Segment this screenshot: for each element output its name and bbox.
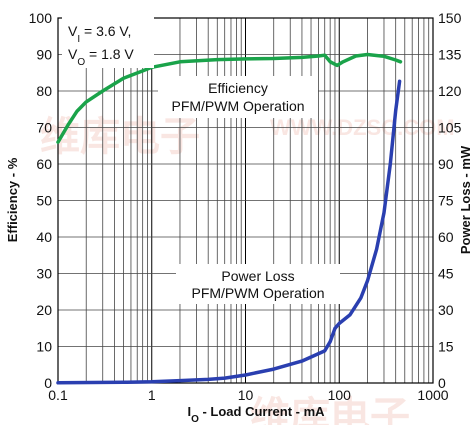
right-y-tick-label: 150 xyxy=(438,10,462,26)
right-y-tick-label: 105 xyxy=(438,120,462,136)
left-y-tick-label: 0 xyxy=(44,375,52,391)
power-loss-label-bg xyxy=(176,264,340,304)
left-y-tick-label: 70 xyxy=(36,120,52,136)
right-y-tick-label: 135 xyxy=(438,47,462,63)
right-y-tick-label: 120 xyxy=(438,83,462,99)
right-y-tick-label: 15 xyxy=(438,339,454,355)
left-y-tick-label: 50 xyxy=(36,193,52,209)
power-loss-label-line1: Power Loss xyxy=(221,268,294,284)
left-y-tick-label: 10 xyxy=(36,339,52,355)
right-y-tick-label: 90 xyxy=(438,156,454,172)
watermark-text: 维库电子 xyxy=(250,395,410,425)
left-y-tick-label: 80 xyxy=(36,83,52,99)
right-y-tick-label: 60 xyxy=(438,229,454,245)
x-tick-label: 0.1 xyxy=(48,387,68,403)
condition-vi: VI = 3.6 V, xyxy=(68,23,131,45)
conditions-box: VI = 3.6 V, VO = 1.8 V xyxy=(62,16,154,68)
left-y-tick-labels: 0 10 20 30 40 50 60 70 80 90 100 xyxy=(29,10,53,391)
series xyxy=(56,52,403,385)
left-y-axis-title: Efficiency - % xyxy=(5,157,20,242)
left-y-tick-label: 30 xyxy=(36,266,52,282)
right-y-tick-label: 0 xyxy=(438,375,446,391)
left-y-tick-label: 100 xyxy=(29,10,53,26)
condition-vo: VO = 1.8 V xyxy=(68,46,134,68)
efficiency-label: Efficiency PFM/PWM Operation xyxy=(158,76,318,118)
left-y-tick-label: 20 xyxy=(36,302,52,318)
x-tick-label: 100 xyxy=(328,387,352,403)
x-tick-label: 1 xyxy=(148,387,156,403)
left-y-tick-label: 60 xyxy=(36,156,52,172)
conditions-box-bg xyxy=(62,16,154,68)
right-y-tick-label: 75 xyxy=(438,193,454,209)
right-y-tick-label: 45 xyxy=(438,266,454,282)
right-y-axis-title: Power Loss - mW xyxy=(458,145,473,254)
right-y-tick-label: 30 xyxy=(438,302,454,318)
grid xyxy=(57,17,433,384)
power-loss-label: Power Loss PFM/PWM Operation xyxy=(176,264,340,304)
efficiency-label-bg xyxy=(158,76,318,118)
x-tick-label: 10 xyxy=(238,387,254,403)
right-y-tick-labels: 0 15 30 45 60 75 90 105 120 135 150 xyxy=(438,10,462,391)
x-axis-title: IO - Load Current - mA xyxy=(187,404,325,425)
power-loss-label-line2: PFM/PWM Operation xyxy=(191,285,324,301)
power-loss-line xyxy=(56,79,402,385)
x-tick-label: 1000 xyxy=(417,387,448,403)
watermark-text: 维库电子 xyxy=(40,115,200,159)
left-y-tick-label: 40 xyxy=(36,229,52,245)
efficiency-label-line1: Efficiency xyxy=(208,80,268,96)
efficiency-line xyxy=(56,52,403,144)
efficiency-label-line2: PFM/PWM Operation xyxy=(171,98,304,114)
x-tick-labels: 0.1 1 10 100 1000 xyxy=(48,387,449,403)
plot-frame xyxy=(57,17,434,384)
left-y-tick-label: 90 xyxy=(36,47,52,63)
